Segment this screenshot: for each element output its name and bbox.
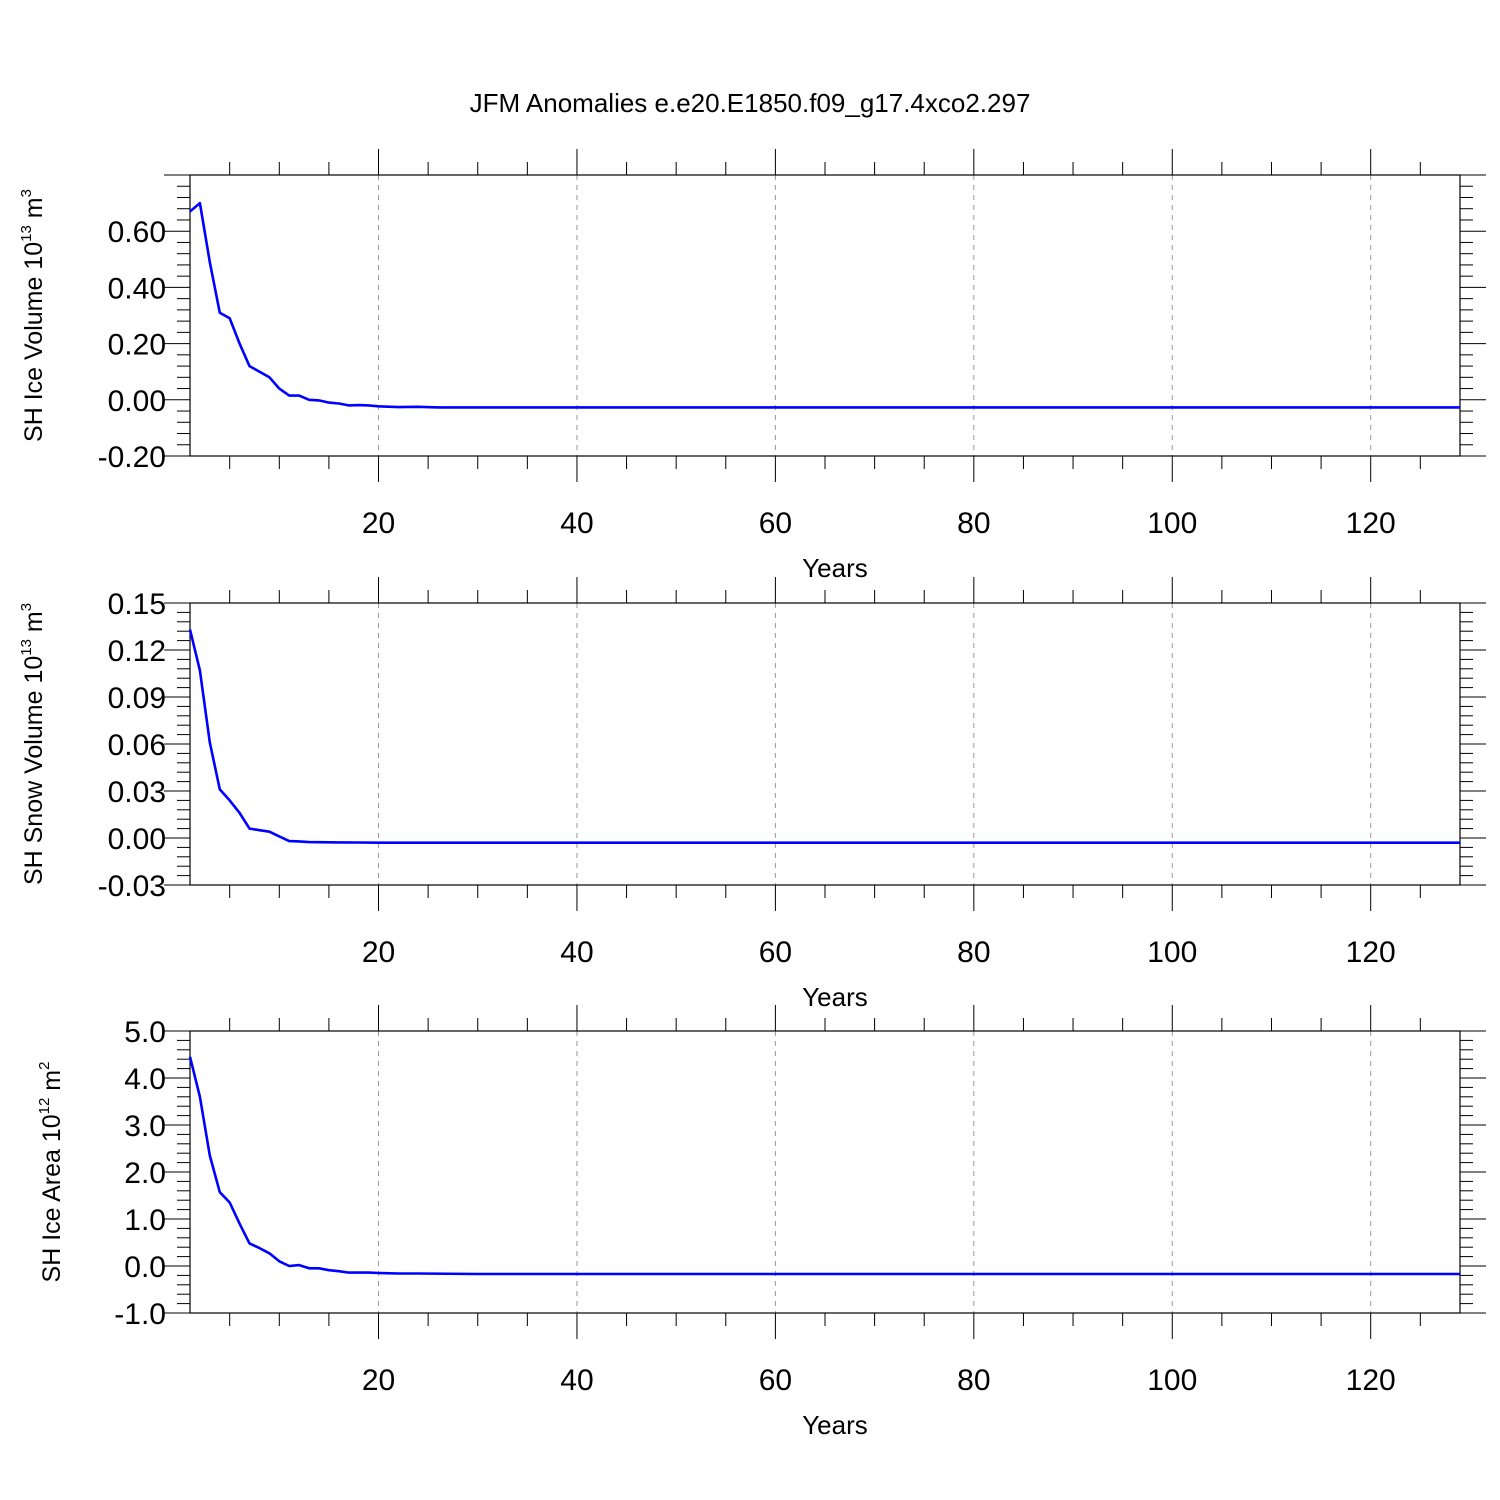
y-label-superscript: 2 (36, 1062, 53, 1070)
x-tick-label: 120 (1346, 936, 1396, 969)
y-tick-label: 5.0 (124, 1016, 166, 1049)
y-label-text: SH Ice Area 10 (38, 1114, 66, 1282)
x-tick-label: 60 (759, 936, 792, 969)
x-tick-label: 20 (362, 507, 395, 540)
y-tick-label: 0.00 (108, 385, 166, 418)
series-line (188, 1056, 1460, 1276)
x-axis-label: Years (802, 1410, 868, 1440)
x-tick-label: 40 (560, 936, 593, 969)
y-axis-label: SH Ice Area 1012 m2 (36, 1062, 66, 1283)
y-tick-label: 3.0 (124, 1110, 166, 1143)
y-axis-label: SH Ice Volume 1013 m3 (18, 189, 48, 442)
y-label-text: m (20, 197, 48, 225)
y-tick-label: 0.09 (108, 682, 166, 715)
y-tick-label: 0.12 (108, 635, 166, 668)
x-tick-label: 60 (759, 1364, 792, 1397)
y-tick-label: 0.20 (108, 329, 166, 362)
series-line (188, 629, 1460, 845)
y-tick-label: 0.15 (108, 588, 166, 621)
x-tick-label: 40 (560, 507, 593, 540)
y-label-superscript: 12 (36, 1098, 53, 1115)
y-tick-label: 2.0 (124, 1157, 166, 1190)
y-tick-label: 0.40 (108, 272, 166, 305)
y-tick-label: 0.60 (108, 216, 166, 249)
y-tick-label: -1.0 (114, 1298, 166, 1331)
x-tick-label: 120 (1346, 1364, 1396, 1397)
y-label-superscript: 13 (18, 639, 35, 656)
plot-frame (189, 1030, 1461, 1314)
x-tick-label: 80 (957, 507, 990, 540)
panel-3: 20 40 60 80 100 120 Years -1.0 0.0 1.0 2.0 3.0 4.0 5.… (36, 1005, 1486, 1440)
y-tick-label: -0.03 (98, 870, 166, 903)
y-label-superscript: 3 (18, 189, 35, 197)
x-axis-label: Years (802, 982, 868, 1012)
y-label-text: m (38, 1070, 66, 1098)
y-label-text: m (20, 611, 48, 639)
y-tick-label: 4.0 (124, 1063, 166, 1096)
y-axis-label: SH Snow Volume 1013 m3 (18, 603, 48, 885)
series-line (189, 201, 1460, 409)
x-tick-label: 120 (1346, 507, 1396, 540)
x-tick-label: 60 (759, 507, 792, 540)
y-tick-label: 1.0 (124, 1204, 166, 1237)
x-tick-label: 100 (1147, 936, 1197, 969)
x-tick-label: 100 (1147, 1364, 1197, 1397)
x-tick-label: 20 (362, 936, 395, 969)
panel-1: 20 40 60 80 100 120 Years -0.20 0.00 0.20 0.40 0.60… (18, 149, 1486, 583)
plot-frame (189, 174, 1461, 457)
y-label-text: SH Ice Volume 10 (20, 242, 48, 442)
y-tick-label: -0.20 (98, 441, 166, 474)
x-tick-label: 20 (362, 1364, 395, 1397)
panel-2: 20 40 60 80 100 120 Years -0.03 0.00 0.03 0.06 0.09… (18, 577, 1486, 1012)
y-tick-label: 0.06 (108, 729, 166, 762)
y-tick-label: 0.03 (108, 776, 166, 809)
y-tick-label: 0.0 (124, 1251, 166, 1284)
chart-title: JFM Anomalies e.e20.E1850.f09_g17.4xco2.… (470, 88, 1031, 118)
x-tick-label: 100 (1147, 507, 1197, 540)
y-label-text: SH Snow Volume 10 (20, 656, 48, 885)
x-axis-label: Years (802, 553, 868, 583)
x-tick-label: 80 (957, 1364, 990, 1397)
y-label-superscript: 13 (18, 225, 35, 242)
x-tick-label: 40 (560, 1364, 593, 1397)
y-label-superscript: 3 (18, 603, 35, 611)
y-tick-label: 0.00 (108, 823, 166, 856)
x-tick-label: 80 (957, 936, 990, 969)
